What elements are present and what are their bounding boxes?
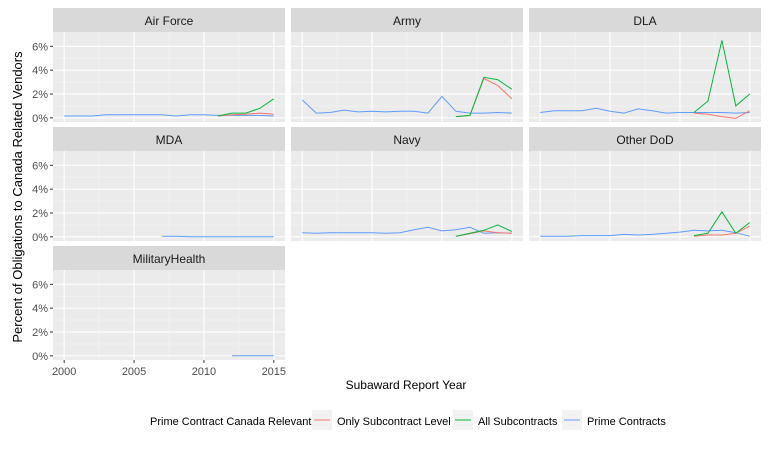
series-line-all-subcontracts xyxy=(217,98,275,117)
series-line-prime-contracts xyxy=(540,229,750,237)
y-tick-label: 0% xyxy=(32,351,48,363)
y-tick-label: 0% xyxy=(32,113,48,125)
legend-label: Prime Contracts xyxy=(587,416,666,428)
y-tick-label: 6% xyxy=(32,41,48,53)
y-tick-label: 2% xyxy=(32,89,48,101)
series-line-prime-contracts xyxy=(302,226,512,234)
panel-air-force: Air Force 0% 2% 4% 6% xyxy=(32,8,285,125)
panel-title: MilitaryHealth xyxy=(133,252,206,266)
series-line-only-subcontract-level xyxy=(217,112,274,117)
series-line-all-subcontracts xyxy=(455,76,513,118)
facet-panels: Air Force 0% 2% 4% 6% Army DLA MDA 0% 2% 4% 6% Navy O… xyxy=(32,8,761,378)
y-tick-label: 0% xyxy=(32,232,48,244)
series-line-all-subcontracts xyxy=(693,210,751,237)
y-tick-label: 2% xyxy=(32,327,48,339)
panel-strip xyxy=(53,127,285,151)
panel-strip xyxy=(53,8,285,32)
x-tick-label: 2015 xyxy=(262,366,286,378)
y-tick-label: 4% xyxy=(32,184,48,196)
panel-strip xyxy=(291,8,523,32)
panel-title: Other DoD xyxy=(616,133,674,147)
y-axis-title: Percent of Obligations to Canada Related… xyxy=(10,51,25,343)
series-line-prime-contracts xyxy=(64,114,274,117)
x-tick-label: 2000 xyxy=(52,366,76,378)
panel-strip xyxy=(529,127,761,151)
panel-navy: Navy xyxy=(291,127,523,241)
panel-title: Navy xyxy=(393,133,420,147)
panel-army: Army xyxy=(291,8,523,122)
series-line-all-subcontracts xyxy=(693,40,751,113)
x-tick-label: 2010 xyxy=(192,366,216,378)
series-line-prime-contracts xyxy=(540,107,750,114)
legend-label: Only Subcontract Level xyxy=(337,416,451,428)
panel-dla: DLA xyxy=(529,8,761,122)
y-tick-label: 2% xyxy=(32,208,48,220)
x-axis-title: Subaward Report Year xyxy=(346,378,467,392)
panel-strip xyxy=(53,246,285,270)
y-tick-label: 4% xyxy=(32,303,48,315)
series-line-prime-contracts xyxy=(162,235,274,238)
legend-title: Prime Contract Canada Relevant xyxy=(150,416,311,428)
y-tick-label: 6% xyxy=(32,160,48,172)
legend-label: All Subcontracts xyxy=(478,416,558,428)
series-line-only-subcontract-level xyxy=(693,110,751,119)
series-line-only-subcontract-level xyxy=(693,225,751,237)
panel-other-dod: Other DoD xyxy=(529,127,761,241)
panel-militaryhealth: MilitaryHealth 0% 2% 4% 6% xyxy=(32,246,285,363)
panel-title: Army xyxy=(393,14,421,28)
panel-strip xyxy=(291,127,523,151)
y-tick-label: 6% xyxy=(32,279,48,291)
y-tick-label: 4% xyxy=(32,65,48,77)
panel-strip xyxy=(529,8,761,32)
legend-entry-prime-contracts: Prime Contracts xyxy=(562,410,666,430)
series-line-prime-contracts xyxy=(301,95,512,114)
legend-entry-only-subcontract-level: Only Subcontract Level xyxy=(312,410,451,430)
panel-title: DLA xyxy=(633,14,656,28)
legend-entry-all-subcontracts: All Subcontracts xyxy=(453,410,558,430)
series-line-all-subcontracts xyxy=(455,224,513,237)
x-tick-label: 2005 xyxy=(122,366,146,378)
panel-mda: MDA 0% 2% 4% 6% xyxy=(32,127,285,244)
panel-title: Air Force xyxy=(145,14,194,28)
legend: Prime Contract Canada Relevant Only Subc… xyxy=(150,410,666,430)
panel-title: MDA xyxy=(156,133,183,147)
